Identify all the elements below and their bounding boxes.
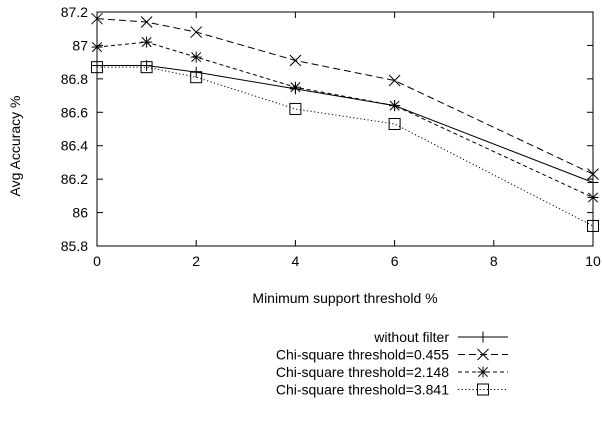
legend-label: without filter: [373, 329, 449, 345]
series-2-point: [587, 168, 599, 180]
x-tick-label: 4: [292, 253, 300, 269]
x-tick-label: 2: [192, 253, 200, 269]
plot-border: [96, 11, 594, 247]
x-axis: 0 2 4 6 8 10: [93, 12, 601, 269]
x-tick-label: 0: [93, 253, 101, 269]
legend-label: Chi-square threshold=2.148: [276, 364, 449, 380]
legend: without filter Chi-square threshold=0.455…: [276, 329, 508, 398]
legend-label: Chi-square threshold=3.841: [276, 382, 449, 398]
series-3-point: [389, 100, 401, 112]
series-4-point: [388, 117, 401, 130]
series-2-point: [190, 26, 203, 38]
series-4-point: [91, 61, 103, 74]
plot-frame: [96, 11, 594, 247]
y-tick-label: 86.4: [61, 138, 88, 154]
series-4-point: [140, 61, 153, 74]
series-line-2: [96, 18, 594, 175]
series-4-point: [289, 102, 302, 115]
series-4-point: [190, 71, 203, 84]
series-line-4: [97, 66, 594, 227]
series-1-point: [587, 176, 599, 188]
series-3-point: [190, 51, 202, 63]
series-line-1: [97, 64, 594, 183]
y-tick-label: 86.6: [61, 104, 88, 120]
legend-swatch-marker: [477, 331, 489, 343]
legend-label: Chi-square threshold=0.455: [276, 347, 449, 363]
series-3-point: [289, 81, 301, 93]
series-line-3: [96, 41, 594, 198]
y-axis-label: Avg Accuracy %: [7, 96, 23, 197]
x-tick-label: 6: [391, 253, 399, 269]
series-3-point: [91, 41, 103, 53]
x-tick-label: 10: [585, 253, 601, 269]
x-axis-label: Minimum support threshold %: [252, 290, 437, 306]
y-tick-label: 87.2: [61, 4, 88, 20]
legend-swatch-marker: [477, 383, 489, 396]
y-tick-label: 87: [72, 37, 88, 53]
series-3-point: [141, 36, 153, 48]
series-group: [91, 12, 599, 232]
series-2-point: [91, 12, 103, 25]
series-2-point: [388, 74, 401, 87]
y-tick-label: 86.2: [61, 171, 88, 187]
legend-swatch-marker: [477, 348, 489, 361]
y-tick-label: 86.8: [61, 71, 88, 87]
legend-swatch-marker: [477, 366, 489, 378]
y-tick-label: 86: [72, 205, 88, 221]
series-2-point: [289, 54, 302, 67]
series-2-point: [140, 16, 153, 28]
y-tick-label: 85.8: [61, 238, 88, 254]
series-4-point: [587, 219, 599, 232]
series-3-point: [587, 192, 599, 204]
x-tick-label: 8: [490, 253, 498, 269]
y-axis: 85.8 86 86.2 86.4 86.6 86.8 87 87.2: [61, 4, 593, 254]
